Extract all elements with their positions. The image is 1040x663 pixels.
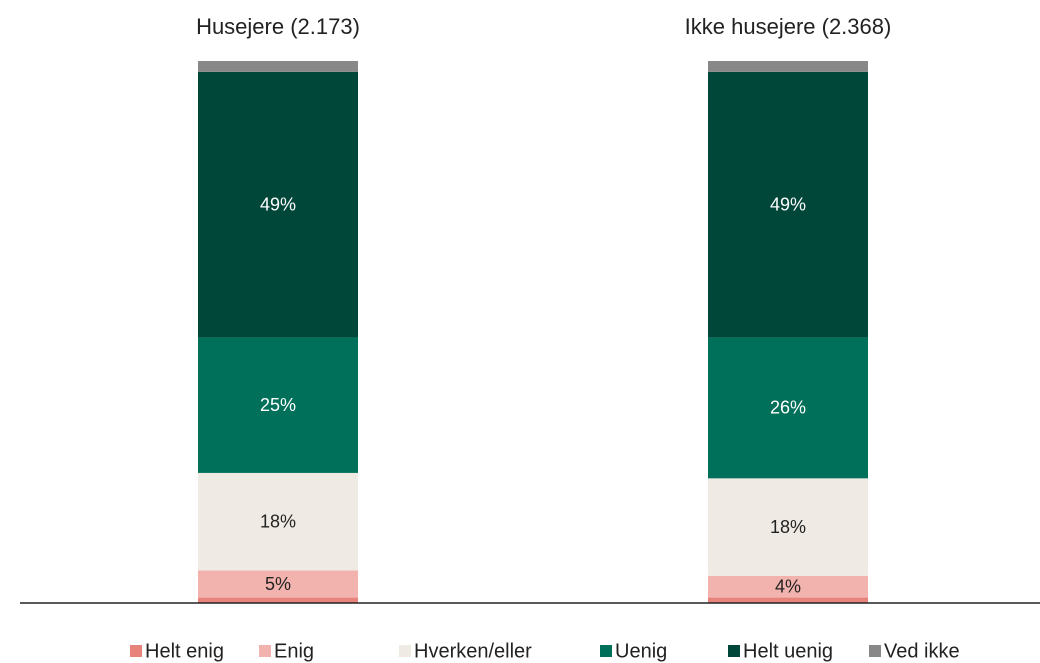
bar-segment bbox=[198, 71, 358, 338]
legend-swatch bbox=[600, 645, 612, 657]
bar-segment bbox=[708, 61, 868, 72]
bar-segment bbox=[708, 597, 868, 603]
legend-label: Uenig bbox=[615, 640, 667, 662]
legend-swatch bbox=[869, 645, 881, 657]
data-label: 18% bbox=[770, 517, 806, 537]
legend-label: Ved ikke bbox=[884, 640, 960, 662]
data-label: 5% bbox=[265, 574, 291, 594]
bar-segment bbox=[198, 61, 358, 72]
legend-swatch bbox=[130, 645, 142, 657]
bar-segment bbox=[708, 71, 868, 338]
legend-label: Helt enig bbox=[145, 640, 224, 662]
category-label: Husejere (2.173) bbox=[196, 14, 360, 39]
bar-segment bbox=[198, 337, 358, 473]
bar-segment bbox=[198, 472, 358, 571]
data-label: 26% bbox=[770, 398, 806, 418]
legend-swatch bbox=[259, 645, 271, 657]
bar-segment bbox=[198, 597, 358, 603]
category-label: Ikke husejere (2.368) bbox=[685, 14, 892, 39]
legend-swatch bbox=[399, 645, 411, 657]
data-label: 18% bbox=[260, 511, 296, 531]
legend-label: Helt uenig bbox=[743, 640, 833, 662]
legend-swatch bbox=[728, 645, 740, 657]
bar-segment bbox=[198, 570, 358, 598]
bar-segment bbox=[708, 337, 868, 479]
legend-label: Enig bbox=[274, 640, 314, 662]
legend-label: Hverken/eller bbox=[414, 640, 532, 662]
data-label: 4% bbox=[775, 576, 801, 596]
bar-segment bbox=[708, 478, 868, 576]
data-label: 49% bbox=[260, 194, 296, 214]
bar-segment bbox=[708, 575, 868, 598]
data-label: 49% bbox=[770, 194, 806, 214]
data-label: 25% bbox=[260, 395, 296, 415]
